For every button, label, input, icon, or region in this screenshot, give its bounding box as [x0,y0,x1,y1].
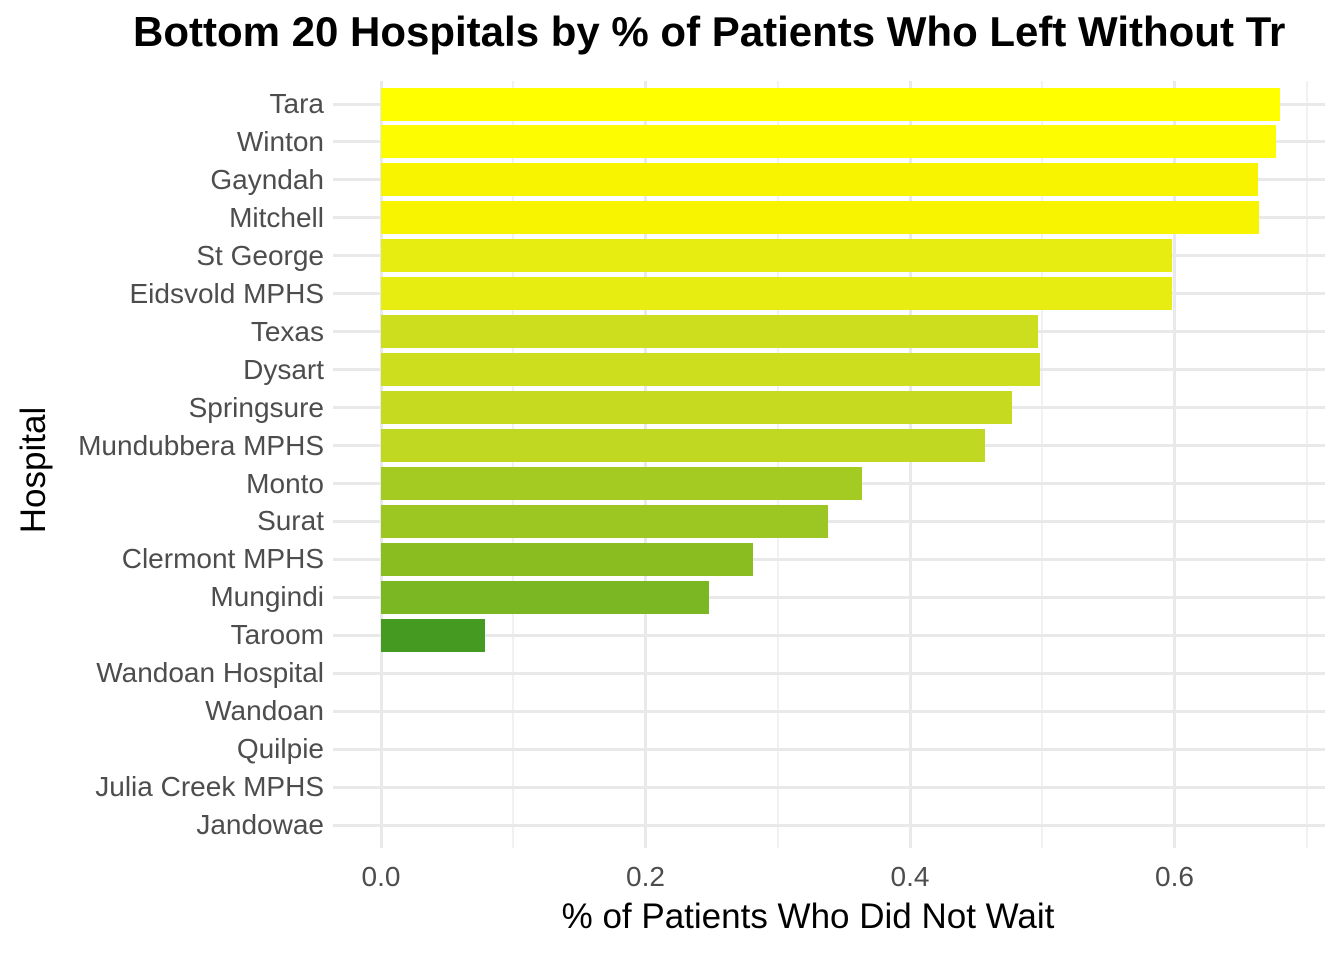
major-gridline [1173,81,1176,848]
x-tick-label-0-4: 0.4 [890,861,930,892]
y-tick-label-eidsvold-mphs: Eidsvold MPHS [129,277,324,309]
major-gridline [644,81,647,848]
row-gridline [333,709,1325,713]
y-tick-label-tara: Tara [269,88,324,119]
plot-panel [333,81,1325,848]
major-gridline [379,81,383,848]
row-gridline [333,633,1325,637]
bar-mitchell [381,201,1260,235]
y-tick-label-taroom: Taroom [230,619,324,651]
chart-title: Bottom 20 Hospitals by % of Patients Who… [133,8,1286,55]
row-gridline [333,747,1325,751]
row-gridline [333,557,1325,561]
row-gridline [333,519,1325,523]
y-tick-label-julia-creek-mphs: Julia Creek MPHS [95,771,324,803]
y-tick-label-mundubbera-mphs: Mundubbera MPHS [78,429,324,461]
bar-dysart [381,353,1040,387]
x-tick-label-0-0: 0.0 [361,861,401,892]
minor-gridline [1041,81,1044,848]
y-tick-label-surat: Surat [257,505,324,537]
y-tick-label-wandoan: Wandoan [205,695,324,727]
y-tick-label-monto: Monto [246,467,324,499]
bar-surat [381,504,828,538]
y-tick-label-winton: Winton [236,125,324,157]
bar-eidsvold-mphs [381,277,1172,311]
bar-mungindi [381,580,709,614]
y-tick-label-quilpie: Quilpie [236,733,324,765]
bar-winton [381,125,1277,159]
bar-clermont-mphs [381,542,753,576]
y-tick-label-clermont-mphs: Clermont MPHS [121,543,324,575]
minor-gridline [776,81,779,848]
bar-tara [381,87,1281,121]
bar-st-george [381,239,1172,273]
y-tick-label-springsure: Springsure [188,391,324,423]
y-tick-label-dysart: Dysart [243,353,324,385]
x-tick-label-0-6: 0.6 [1155,861,1194,892]
bar-taroom [381,618,486,652]
major-gridline [908,81,912,848]
row-gridline [333,823,1325,827]
y-tick-label-st-george: St George [196,239,324,271]
bar-mundubbera-mphs [381,429,986,463]
y-tick-label-mitchell: Mitchell [229,201,324,233]
bar-springsure [381,391,1012,425]
x-tick-label-0-2: 0.2 [626,861,665,892]
row-gridline [333,785,1325,789]
bar-texas [381,315,1039,349]
row-gridline [333,595,1325,599]
y-tick-label-jandowae: Jandowae [196,809,324,841]
y-tick-label-mungindi: Mungindi [210,581,324,613]
x-axis-title: % of Patients Who Did Not Wait [561,897,1055,936]
row-gridline [333,671,1325,675]
minor-gridline [1305,81,1308,848]
y-tick-label-wandoan-hospital: Wandoan Hospital [96,657,324,689]
y-tick-label-gayndah: Gayndah [210,163,324,195]
bar-gayndah [381,163,1258,197]
y-tick-label-texas: Texas [250,315,324,347]
minor-gridline [512,81,515,848]
bar-monto [381,467,863,500]
